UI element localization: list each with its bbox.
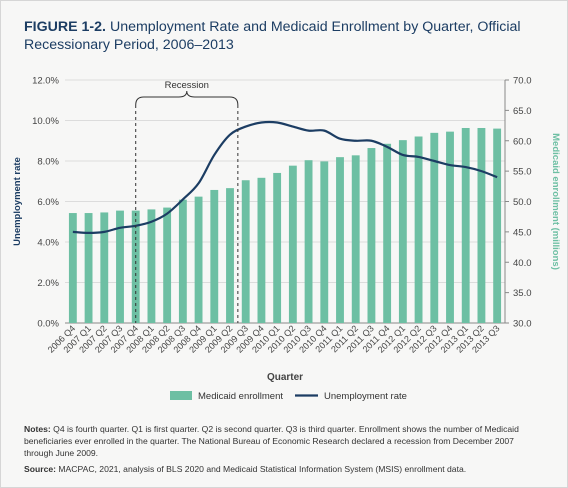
bar-medicaid-enrollment <box>288 165 297 323</box>
left-tick-label: 12.0% <box>32 76 59 87</box>
right-tick-label: 45.0 <box>513 227 532 238</box>
left-tick-label: 0.0% <box>37 319 59 330</box>
right-tick-label: 55.0 <box>513 167 532 178</box>
recession-label: Recession <box>165 80 209 91</box>
right-tick-label: 40.0 <box>513 258 532 269</box>
figure-label: FIGURE 1-2. <box>24 19 106 35</box>
legend-swatch-medicaid-enrollment <box>170 391 192 400</box>
bar-medicaid-enrollment <box>461 127 470 324</box>
bar-medicaid-enrollment <box>398 140 407 323</box>
bar-medicaid-enrollment <box>257 177 266 323</box>
bar-medicaid-enrollment <box>147 209 156 323</box>
bar-medicaid-enrollment <box>414 136 423 323</box>
bar-medicaid-enrollment <box>446 131 454 323</box>
bar-medicaid-enrollment <box>304 160 313 323</box>
legend-label-unemployment-rate: Unemployment rate <box>324 391 407 402</box>
figure-title-text: Unemployment Rate and Medicaid Enrollmen… <box>24 19 521 53</box>
bar-medicaid-enrollment <box>273 172 282 323</box>
notes: Notes: Q4 is fourth quarter. Q1 is first… <box>24 423 544 459</box>
bar-medicaid-enrollment <box>116 210 124 323</box>
right-tick-label: 30.0 <box>513 319 532 330</box>
bar-medicaid-enrollment <box>226 188 234 323</box>
chart: 0.0% 2.0% 4.0% 6.0% 8.0% 10.0% 12.0% 30.0 35.0 40… <box>12 76 561 403</box>
right-tick-label: 50.0 <box>513 197 532 208</box>
notes-label: Notes: <box>24 424 51 434</box>
source: Source: MACPAC, 2021, analysis of BLS 20… <box>24 463 554 475</box>
bar-medicaid-enrollment <box>194 196 203 323</box>
bar-medicaid-enrollment <box>68 213 77 323</box>
bar-medicaid-enrollment <box>210 189 219 323</box>
left-tick-label: 6.0% <box>37 197 59 208</box>
right-tick-label: 70.0 <box>513 76 532 87</box>
left-tick-label: 4.0% <box>37 238 59 249</box>
bar-medicaid-enrollment <box>477 127 486 324</box>
recession-bracket <box>135 90 239 106</box>
bar-medicaid-enrollment <box>367 148 376 323</box>
left-tick-label: 8.0% <box>37 157 59 168</box>
right-tick-label: 65.0 <box>513 106 532 117</box>
bar-medicaid-enrollment <box>351 155 360 323</box>
bar-medicaid-enrollment <box>100 212 109 323</box>
bar-medicaid-enrollment <box>178 199 187 323</box>
bar-medicaid-enrollment <box>430 132 439 323</box>
bar-medicaid-enrollment <box>493 128 502 323</box>
bar-medicaid-enrollment <box>320 161 329 323</box>
bar-medicaid-enrollment <box>336 157 344 323</box>
legend-label-medicaid-enrollment: Medicaid enrollment <box>198 391 283 402</box>
bar-medicaid-enrollment <box>163 207 172 323</box>
source-text: MACPAC, 2021, analysis of BLS 2020 and M… <box>58 464 467 474</box>
right-tick-label: 35.0 <box>513 288 532 299</box>
x-axis-title: Quarter <box>267 372 303 383</box>
bar-medicaid-enrollment <box>383 143 392 323</box>
right-axis-title: Medicaid enrollment (millions) <box>550 133 561 270</box>
figure-title: FIGURE 1-2. Unemployment Rate and Medica… <box>24 18 544 54</box>
notes-text: Q4 is fourth quarter. Q1 is first quarte… <box>24 424 519 458</box>
left-tick-label: 10.0% <box>32 116 59 127</box>
right-tick-label: 60.0 <box>513 136 532 147</box>
source-label: Source: <box>24 464 56 474</box>
line-unemployment-rate <box>72 120 498 234</box>
left-axis-title: Unemployment rate <box>12 157 23 246</box>
left-tick-label: 2.0% <box>37 278 59 289</box>
bar-medicaid-enrollment <box>131 210 140 323</box>
bar-medicaid-enrollment <box>241 180 250 323</box>
bar-medicaid-enrollment <box>84 213 93 323</box>
